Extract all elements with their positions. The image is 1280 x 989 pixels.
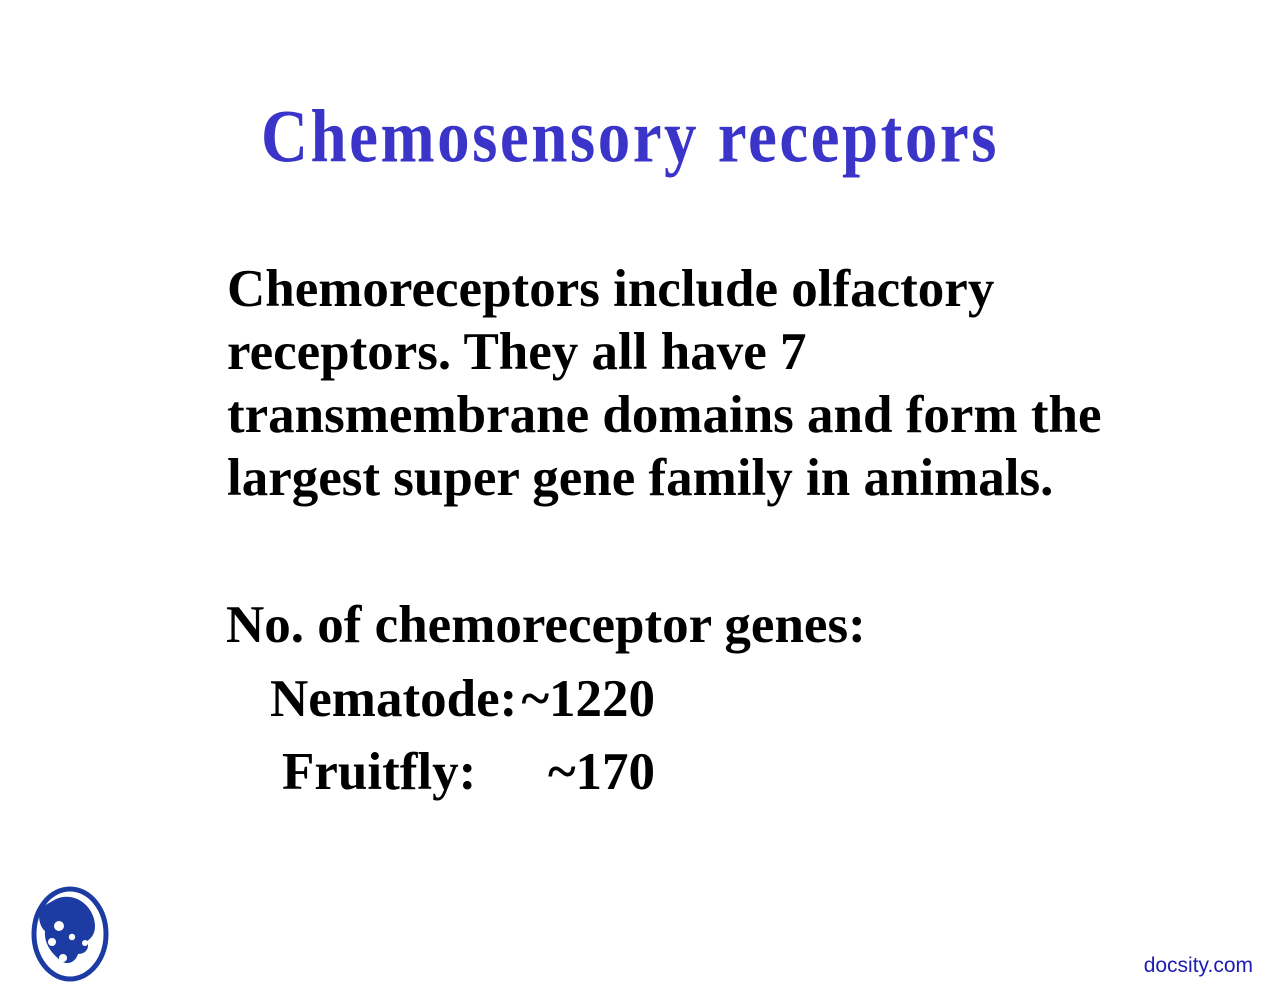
palette-icon	[31, 886, 109, 982]
genes-heading: No. of chemoreceptor genes:	[226, 596, 866, 654]
docsity-logo	[30, 886, 110, 982]
gene-count-value-fruitfly: ~170	[547, 743, 655, 801]
organism-label-fruitfly: Fruitfly:	[282, 743, 477, 801]
gene-count-row-fruitfly: Fruitfly: ~170	[282, 741, 655, 803]
gene-count-value-nematode: ~1220	[521, 670, 655, 728]
paragraph-line-4: largest super gene family in animals.	[227, 449, 1054, 507]
docsity-watermark: docsity.com	[1143, 954, 1253, 977]
body-paragraph: Chemoreceptors include olfactory recepto…	[227, 258, 1101, 510]
slide-title: Chemosensory receptors	[261, 95, 999, 179]
gene-count-row-nematode: Nematode: ~1220	[270, 668, 655, 730]
organism-label-nematode: Nematode:	[270, 670, 518, 728]
paragraph-line-1: Chemoreceptors include olfactory	[227, 260, 995, 318]
paragraph-line-2: receptors. They all have 7	[227, 323, 807, 381]
paragraph-line-3: transmembrane domains and form the	[227, 386, 1102, 444]
